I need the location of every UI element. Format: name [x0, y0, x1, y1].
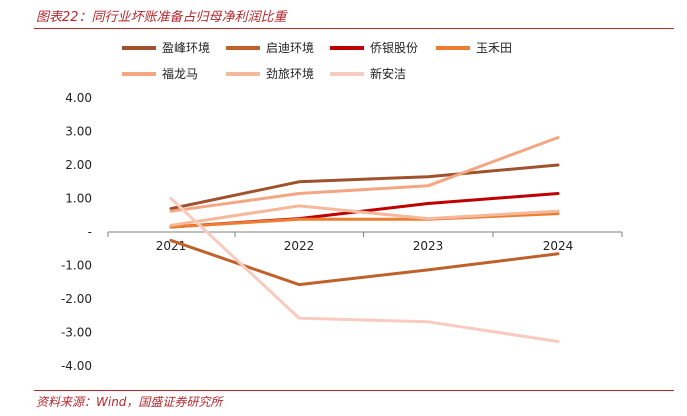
legend-label: 盈峰环境 [162, 40, 210, 55]
series-line [169, 197, 560, 343]
y-tick-label: -4.00 [61, 359, 92, 373]
y-tick-label: - [88, 225, 92, 239]
x-axis: 2021 2022 2023 2024 [107, 231, 623, 253]
series-line [169, 163, 560, 211]
figure-title: 图表22：同行业坏账准备占归母净利润比重 [36, 10, 287, 25]
series-group [169, 136, 560, 343]
series-line [169, 136, 560, 213]
series-line [169, 212, 560, 229]
source-note: 资料来源：Wind，国盛证券研究所 [36, 395, 223, 409]
legend-label: 启迪环境 [266, 40, 314, 55]
y-tick-label: 3.00 [65, 125, 92, 139]
legend-label: 玉禾田 [476, 41, 512, 55]
y-axis: 4.00 3.00 2.00 1.00 - -1.00 -2.00 -3.00 -4.00 [61, 91, 92, 373]
y-tick-label: -2.00 [61, 292, 92, 306]
y-tick-label: 4.00 [65, 91, 92, 105]
x-tick-label: 2022 [284, 239, 315, 253]
legend-label: 劲旅环境 [266, 66, 314, 81]
legend-label: 侨银股份 [370, 41, 418, 55]
x-tick-label: 2023 [413, 239, 444, 253]
series-line [169, 238, 560, 287]
x-tick-label: 2024 [543, 239, 574, 253]
y-tick-label: 2.00 [65, 158, 92, 172]
series-line [169, 192, 560, 229]
top-divider [34, 28, 674, 29]
bottom-divider [34, 390, 674, 391]
legend-label: 新安洁 [370, 66, 406, 81]
legend-label: 福龙马 [162, 66, 198, 81]
y-tick-label: 1.00 [65, 192, 92, 206]
y-tick-label: -1.00 [61, 259, 92, 273]
series-line [169, 204, 560, 227]
y-tick-label: -3.00 [61, 326, 92, 340]
